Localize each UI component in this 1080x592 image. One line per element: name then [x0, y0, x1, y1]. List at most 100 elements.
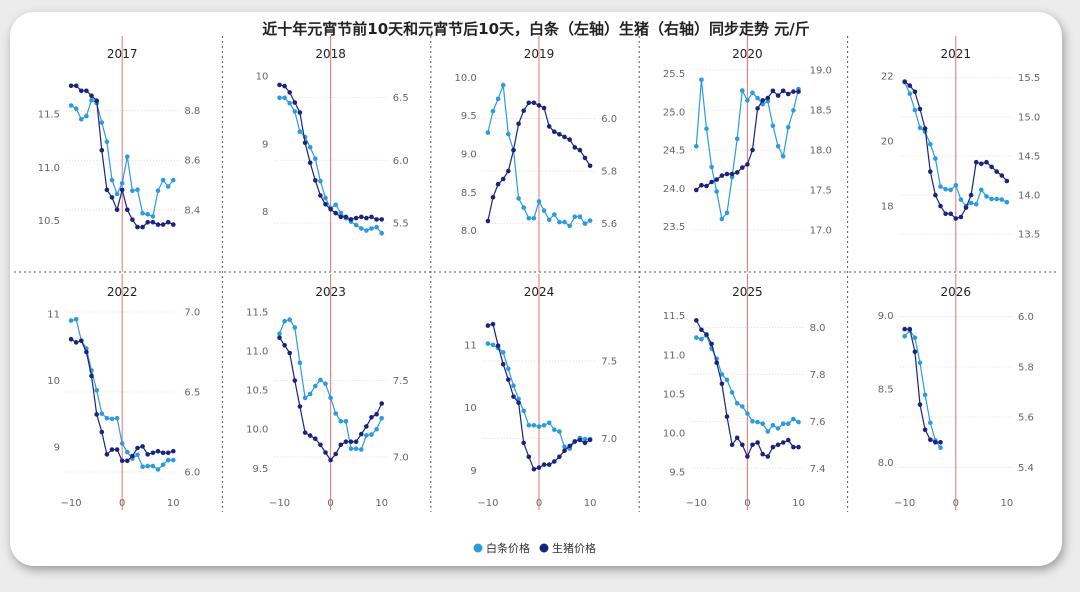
data-point — [374, 411, 379, 417]
data-point — [734, 401, 740, 406]
data-point — [307, 144, 313, 150]
data-point — [734, 435, 740, 441]
left-tick-label: 10 — [464, 403, 477, 414]
data-point — [729, 390, 735, 395]
data-point — [557, 429, 562, 434]
data-point — [145, 219, 150, 225]
right-tick-label: 5.5 — [393, 219, 409, 230]
data-point — [333, 451, 339, 457]
data-point — [318, 442, 323, 448]
data-point — [765, 454, 771, 459]
data-point — [328, 395, 333, 401]
data-point — [282, 343, 287, 348]
series-line-shengzhu — [904, 328, 941, 443]
data-point — [953, 183, 959, 188]
data-point — [912, 89, 918, 95]
x-tick-label: 10 — [792, 498, 805, 509]
left-tick-label: 9.0 — [878, 311, 894, 322]
data-point — [150, 214, 156, 219]
data-point — [1004, 178, 1010, 184]
data-point — [587, 437, 593, 443]
data-point — [536, 103, 542, 108]
data-point — [912, 107, 918, 113]
data-point — [68, 336, 74, 342]
data-point — [536, 465, 542, 470]
data-point — [297, 360, 303, 366]
data-point — [765, 429, 771, 434]
right-tick-label: 7.5 — [601, 357, 617, 368]
data-point — [374, 217, 379, 222]
data-point — [572, 214, 578, 219]
data-point — [912, 349, 918, 355]
data-point — [775, 426, 781, 431]
left-tick-label: 10 — [256, 72, 269, 83]
data-point — [780, 421, 786, 427]
data-point — [379, 401, 385, 406]
x-tick-label: −10 — [61, 498, 82, 509]
data-point — [582, 436, 588, 442]
data-point — [516, 121, 521, 127]
data-point — [531, 423, 537, 428]
data-point — [1004, 199, 1010, 205]
data-point — [902, 326, 907, 332]
data-point — [99, 429, 105, 435]
data-point — [933, 192, 938, 198]
data-point — [155, 448, 161, 454]
data-point — [552, 427, 557, 433]
left-tick-label: 11.0 — [38, 163, 60, 174]
data-point — [318, 377, 323, 383]
data-point — [572, 145, 578, 150]
data-point — [94, 388, 99, 393]
data-point — [562, 134, 567, 140]
data-point — [323, 450, 328, 455]
left-tick-label: 9 — [54, 442, 60, 453]
data-point — [546, 420, 552, 426]
right-tick-label: 7.0 — [601, 434, 617, 445]
data-point — [928, 141, 933, 147]
data-point — [521, 408, 526, 414]
data-point — [999, 173, 1005, 178]
data-point — [379, 230, 385, 236]
data-point — [760, 451, 765, 457]
data-point — [333, 210, 339, 216]
data-point — [796, 89, 801, 94]
data-point — [989, 196, 994, 202]
data-point — [582, 440, 588, 446]
panel-2025: 20257.47.67.88.09.510.010.511.011.5−1001… — [663, 274, 826, 510]
data-point — [750, 90, 755, 96]
left-tick-label: 11.0 — [246, 346, 268, 357]
data-point — [323, 195, 328, 201]
data-point — [125, 458, 130, 464]
right-tick-label: 5.8 — [1018, 362, 1034, 373]
right-tick-label: 7.4 — [810, 464, 826, 475]
data-point — [531, 466, 537, 472]
data-point — [171, 177, 176, 183]
data-point — [567, 443, 572, 449]
right-tick-label: 15.5 — [1018, 73, 1040, 84]
data-point — [745, 162, 750, 167]
left-tick-label: 9.5 — [252, 464, 268, 475]
data-point — [791, 444, 796, 450]
data-point — [338, 442, 344, 448]
data-point — [902, 79, 907, 84]
data-point — [973, 159, 979, 165]
left-tick-label: 25.5 — [663, 69, 685, 80]
data-point — [500, 350, 506, 355]
data-point — [567, 223, 572, 229]
left-tick-label: 9.0 — [461, 150, 477, 161]
data-point — [541, 105, 547, 111]
data-point — [333, 202, 339, 208]
data-point — [536, 424, 542, 429]
data-point — [379, 217, 385, 222]
data-point — [287, 317, 293, 322]
data-point — [511, 383, 516, 389]
left-tick-label: 8.5 — [878, 385, 894, 396]
data-point — [353, 215, 359, 221]
left-tick-label: 9 — [470, 466, 476, 477]
data-point — [130, 217, 135, 222]
data-point — [155, 188, 161, 194]
data-point — [99, 120, 105, 125]
data-point — [796, 444, 801, 450]
data-point — [297, 110, 303, 115]
